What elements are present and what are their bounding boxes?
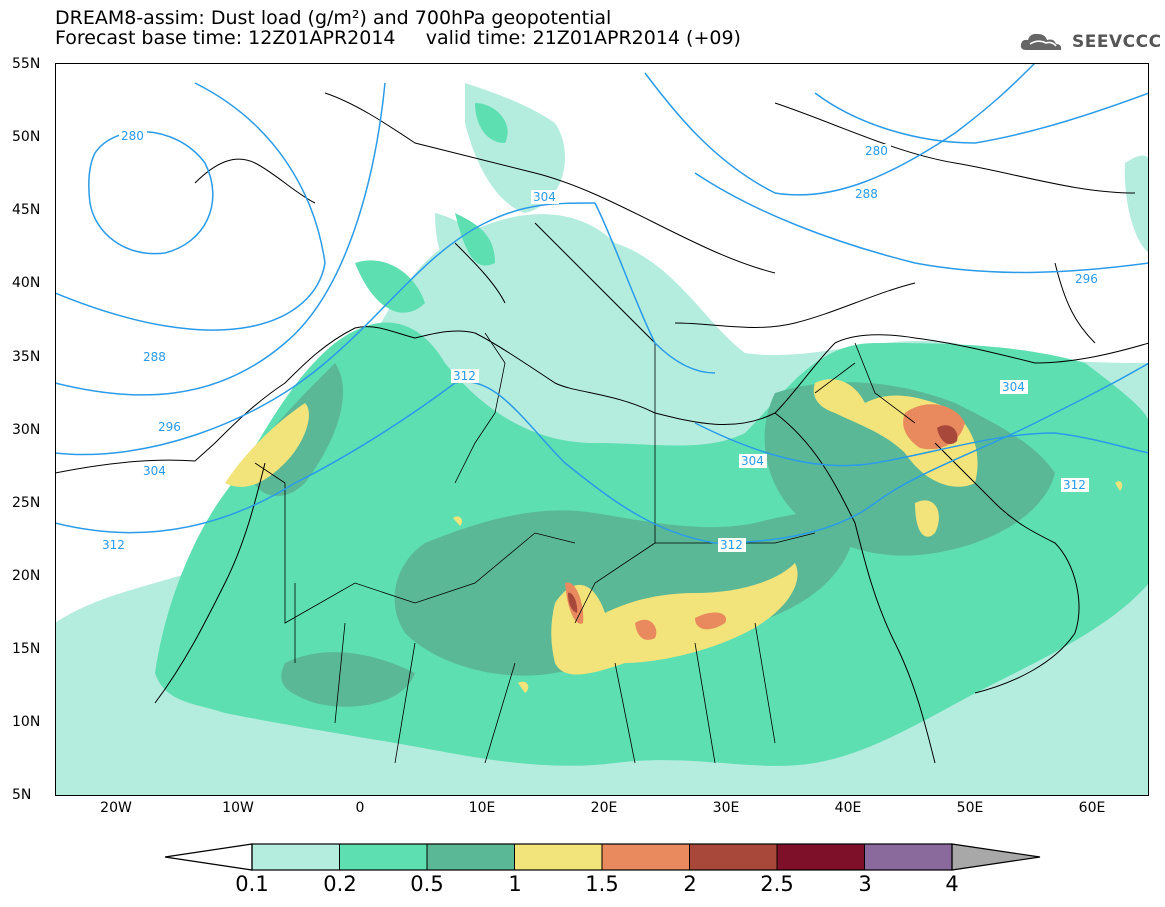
- lat-label: 10N: [12, 714, 41, 730]
- contour-label-text: 296: [158, 420, 181, 434]
- lon-label: 10W: [222, 800, 254, 816]
- colorbar: [164, 843, 1041, 871]
- contour-label-text: 304: [741, 454, 764, 468]
- colorbar-cell: [339, 843, 428, 871]
- contour-label: 280: [863, 144, 891, 158]
- colorbar-label: 0.1: [235, 872, 269, 896]
- lon-label: 20W: [100, 800, 132, 816]
- cloud-icon: [1020, 33, 1062, 50]
- logo-text: SEEVCCC: [1072, 32, 1162, 52]
- contour-label-text: 304: [1002, 380, 1025, 394]
- lat-label: 20N: [12, 568, 41, 584]
- colorbar-cell: [251, 843, 340, 871]
- chart-title: DREAM8-assim: Dust load (g/m²) and 700hP…: [55, 7, 612, 29]
- colorbar-cell: [864, 843, 953, 871]
- dust-level-2: [568, 425, 958, 613]
- lon-label: 0: [355, 800, 365, 816]
- lon-label: 60E: [1078, 800, 1106, 816]
- colorbar-cell: [689, 843, 778, 871]
- lat-label: 15N: [12, 641, 41, 657]
- lat-label: 40N: [12, 275, 41, 291]
- lat-label: 35N: [12, 349, 41, 365]
- colorbar-under-triangle: [165, 844, 252, 870]
- lat-label: 5N: [12, 787, 32, 803]
- colorbar-cell: [514, 843, 603, 871]
- lat-label: 55N: [12, 56, 41, 72]
- dust-map: 280 280 288 304 288 296 296 304 312 304 …: [55, 63, 1149, 796]
- map-canvas: 280 280 288 304 288 296 296 304 312 304 …: [55, 63, 1149, 796]
- colorbar-label: 4: [945, 872, 959, 896]
- contour-label: 280: [119, 129, 147, 143]
- contour-label-text: 280: [865, 144, 888, 158]
- contour-label-text: 296: [1075, 272, 1098, 286]
- contour-label-text: 312: [1063, 478, 1086, 492]
- contour-label: 296: [1073, 272, 1101, 286]
- contour-label: 304: [141, 464, 169, 478]
- colorbar-cell: [776, 843, 865, 871]
- contour-label-text: 280: [121, 129, 144, 143]
- contour-label: 312: [100, 538, 128, 552]
- colorbar-label: 0.2: [323, 872, 357, 896]
- colorbar-over-triangle: [952, 844, 1040, 870]
- lat-label: 45N: [12, 202, 41, 218]
- seevccc-logo: SEEVCCC: [1018, 30, 1162, 54]
- colorbar-label: 2: [683, 872, 697, 896]
- lon-label: 40E: [834, 800, 862, 816]
- geopotential-contours: [55, 63, 1149, 544]
- colorbar-label: 2.5: [760, 872, 794, 896]
- contour-label: 312: [1061, 478, 1089, 492]
- contour-label-text: 304: [533, 190, 556, 204]
- lon-label: 30E: [712, 800, 740, 816]
- lon-label: 20E: [590, 800, 618, 816]
- coastlines: [55, 92, 1149, 764]
- contour-label-text: 312: [102, 538, 125, 552]
- contour-label-text: 288: [855, 187, 878, 201]
- lat-label: 30N: [12, 422, 41, 438]
- contour-label: 304: [739, 454, 767, 468]
- chart-subtitle: Forecast base time: 12Z01APR2014 valid t…: [55, 27, 741, 49]
- colorbar-cell: [426, 843, 515, 871]
- contour-label: 296: [156, 420, 184, 434]
- contour-label: 304: [531, 190, 559, 204]
- lon-label: 10E: [468, 800, 496, 816]
- colorbar-label: 1: [508, 872, 522, 896]
- contour-label-text: 288: [143, 350, 166, 364]
- contour-label: 312: [718, 538, 746, 552]
- contour-label: 288: [141, 350, 169, 364]
- contour-label: 304: [1000, 380, 1028, 394]
- contour-label: 312: [451, 369, 479, 383]
- lon-label: 50E: [956, 800, 984, 816]
- country-borders: [254, 332, 916, 764]
- contour-label-text: 312: [720, 538, 743, 552]
- contour-label-text: 304: [143, 464, 166, 478]
- colorbar-cell: [601, 843, 690, 871]
- lat-label: 25N: [12, 495, 41, 511]
- colorbar-label: 3: [858, 872, 872, 896]
- lat-label: 50N: [12, 129, 41, 145]
- contour-labels: 280 280 288 304 288 296 296 304 312 304 …: [100, 129, 1101, 552]
- colorbar-label: 1.5: [585, 872, 619, 896]
- colorbar-label: 0.5: [410, 872, 444, 896]
- contour-label: 288: [853, 187, 881, 201]
- contour-label-text: 312: [453, 369, 476, 383]
